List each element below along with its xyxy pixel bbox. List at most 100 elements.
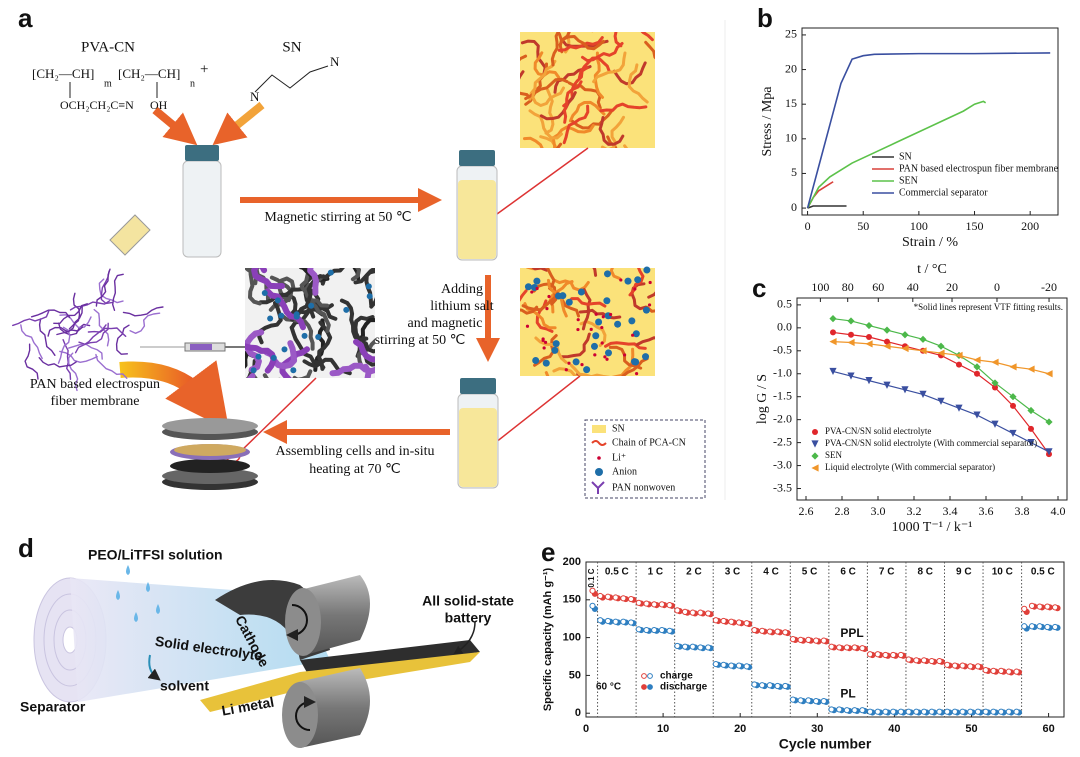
chain (598, 116, 625, 146)
legend-text: PAN based electrospun fiber membrane (899, 163, 1059, 174)
point (720, 617, 727, 625)
point (1005, 668, 1012, 675)
point (1010, 402, 1016, 409)
point (937, 342, 945, 350)
point (847, 338, 855, 347)
x-axis-label: 1000 T⁻¹ / k⁻¹ (892, 520, 973, 535)
x-axis-label: Cycle number (779, 736, 872, 752)
legend-text: Chain of PCA-CN (612, 437, 686, 448)
point (712, 617, 719, 624)
legend-symbol (641, 684, 647, 690)
point (1051, 623, 1059, 631)
li-ion (603, 355, 607, 359)
chart: c 2.6 2.8 3.0 3.2 3.4 3.6 3.8 4.0 0.5 0.0 -0.5 -1.0 -… (752, 262, 1068, 535)
chain (539, 135, 558, 148)
point (612, 618, 619, 625)
legend-text: Liquid electrolyte (With commercial sepa… (825, 462, 995, 472)
chart: b 0 50 100 150 200 0 5 10 15 20 25 Strain / % Stress … (757, 3, 1059, 250)
point (865, 340, 873, 348)
anion (533, 277, 541, 285)
chain (644, 40, 655, 60)
point (928, 657, 935, 665)
vial-cap (459, 150, 495, 166)
y-tick-label: 25 (785, 27, 797, 41)
y-tick-label: -3.0 (773, 457, 792, 471)
y-tick-label: 0.5 (777, 297, 792, 311)
atom: N (330, 54, 340, 69)
point (967, 708, 974, 715)
chain (292, 375, 299, 378)
point (1027, 406, 1035, 415)
chain (568, 100, 606, 123)
li-ion (576, 318, 580, 322)
anion (643, 266, 651, 274)
point (681, 643, 689, 650)
chain (245, 329, 265, 373)
point (689, 609, 696, 616)
anion (614, 320, 622, 328)
point (589, 587, 596, 594)
point (1021, 623, 1028, 630)
legend-symbol (647, 684, 653, 690)
rate-label: 1 C (648, 567, 664, 578)
x-tick-label: 2.8 (835, 504, 850, 518)
li-ion (594, 312, 598, 316)
series-line (806, 52, 1051, 209)
point (789, 636, 797, 643)
rate-label: 5 C (802, 567, 818, 578)
point (743, 620, 750, 627)
formula: + (200, 61, 208, 77)
rate-label: 9 C (956, 567, 972, 578)
anion (278, 312, 285, 319)
legend-text: SEN (899, 175, 918, 186)
x-tick-label: 50 (857, 219, 869, 233)
y-axis-label: Stress / Mpa (760, 86, 775, 157)
legend-symbol (812, 429, 818, 435)
y-tick-label: -1.0 (773, 366, 792, 380)
chain (339, 298, 369, 342)
series-label: PPL (840, 626, 863, 640)
point (1036, 623, 1043, 630)
point (913, 708, 920, 715)
chain (599, 102, 648, 113)
point (674, 642, 681, 650)
li-ion (525, 324, 530, 328)
point (1009, 363, 1017, 371)
membrane-label: PAN based electrospun (30, 377, 160, 392)
anion (315, 333, 322, 340)
chain (78, 322, 109, 345)
anion (572, 358, 580, 366)
x2-axis-label: t / °C (917, 262, 947, 277)
chain (557, 36, 604, 52)
rate-label: 8 C (917, 567, 933, 578)
anion (290, 367, 297, 374)
point (643, 626, 650, 634)
anion (542, 359, 550, 367)
point (751, 681, 758, 688)
point (1021, 605, 1028, 612)
x2-tick-label: 40 (907, 280, 919, 294)
anion (255, 353, 262, 360)
point (944, 661, 951, 668)
x-tick-label: 60 (1042, 723, 1054, 735)
y-tick-label: 10 (785, 131, 797, 145)
point (905, 708, 912, 715)
point (766, 628, 773, 635)
y-tick-label: 0.0 (777, 320, 792, 334)
x2-tick-label: 100 (811, 280, 829, 294)
legend-text: SN (612, 423, 625, 434)
chain (531, 268, 549, 272)
point (890, 708, 897, 715)
point (759, 627, 766, 634)
point (1028, 425, 1034, 432)
formula: n (190, 78, 195, 89)
chain (299, 268, 312, 288)
point (847, 372, 855, 380)
point (782, 682, 789, 690)
chain (562, 80, 583, 124)
legend-text: Anion (612, 466, 637, 477)
x-tick-label: 30 (811, 723, 823, 735)
point (635, 626, 642, 633)
point (944, 708, 951, 715)
y-tick-label: 0 (575, 707, 581, 719)
